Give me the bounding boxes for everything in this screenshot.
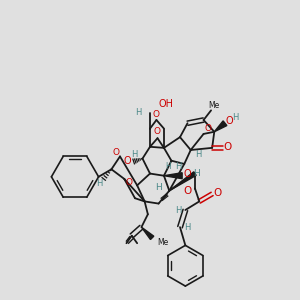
Text: O: O [183,186,192,196]
Text: H: H [195,150,201,159]
Text: H: H [135,108,141,117]
Text: O: O [153,110,160,119]
Text: O: O [184,169,191,178]
Text: H: H [175,206,181,214]
Text: H: H [131,150,137,159]
Text: O: O [154,127,161,136]
Polygon shape [214,121,227,132]
Text: H: H [193,169,200,178]
Text: H: H [232,113,239,122]
Text: O: O [226,116,233,126]
Text: O: O [213,188,222,198]
Text: H: H [165,162,171,171]
Polygon shape [164,173,182,179]
Polygon shape [169,172,196,191]
Text: H: H [97,179,103,188]
Text: OH: OH [159,99,174,109]
Text: O: O [125,178,132,187]
Text: O: O [124,156,131,166]
Text: O: O [204,124,211,133]
Text: H: H [175,162,181,171]
Text: H: H [155,183,162,192]
Polygon shape [141,227,154,239]
Text: H: H [184,223,191,232]
Text: O: O [223,142,231,152]
Text: O: O [112,148,119,157]
Text: Me: Me [158,238,169,247]
Text: Me: Me [209,100,220,109]
